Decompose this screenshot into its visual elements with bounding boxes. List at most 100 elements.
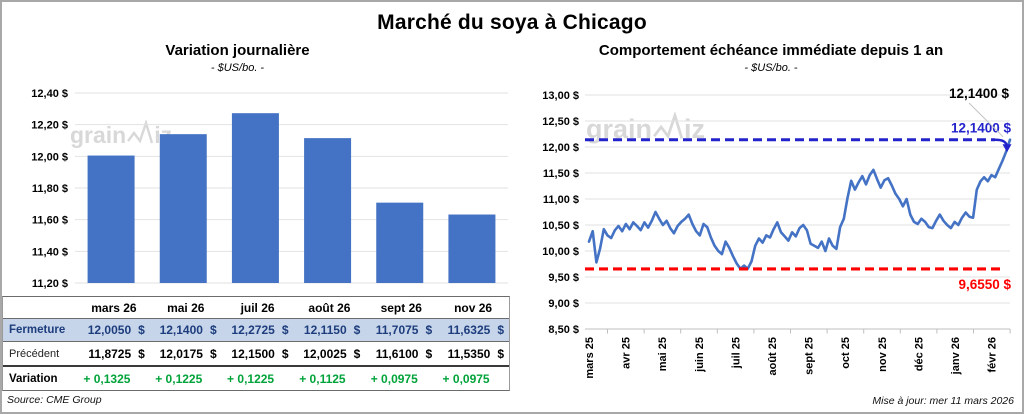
x-tick-label: janv 26 xyxy=(950,337,962,375)
x-tick-label: avr 25 xyxy=(621,337,633,369)
currency-symbol: $ xyxy=(281,323,289,337)
x-tick-label: août 25 xyxy=(767,337,779,376)
bar-mars 26 xyxy=(87,155,135,283)
table-cell: 12,1150 $ xyxy=(294,323,366,337)
cell-value: 11,7075 xyxy=(375,323,419,337)
table-cell: 11,8725 $ xyxy=(78,347,150,361)
table-cell: 12,0175 $ xyxy=(150,347,222,361)
y-tick-label: 11,40 $ xyxy=(32,246,68,258)
update-note: Mise à jour: mer 11 mars 2026 xyxy=(872,395,1014,407)
table-cell: 12,2725 $ xyxy=(222,323,294,337)
y-tick-label: 12,50 $ xyxy=(542,116,579,128)
bar-juil 26 xyxy=(231,113,279,283)
table-cell: + 0,1325 xyxy=(78,372,150,386)
cell-value: 12,1500 xyxy=(231,346,275,361)
x-tick-label: mars 25 xyxy=(584,337,596,379)
front-month-line-chart: 13,00 $ 12,50 $ 12,00 $ 11,50 $ 11,00 $ 10,50… xyxy=(542,86,1012,379)
arrow-icon xyxy=(1002,144,1012,153)
y-tick-label: 12,40 $ xyxy=(31,88,68,100)
y-tick-label: 13,00 $ xyxy=(542,90,579,102)
currency-symbol: $ xyxy=(425,323,433,337)
page-title: Marché du soya à Chicago xyxy=(377,11,647,34)
table-cell: 12,1500 $ xyxy=(222,347,294,361)
y-tick-label: 11,20 $ xyxy=(32,278,68,290)
x-tick-label: oct 25 xyxy=(840,337,852,369)
bar-nov 26 xyxy=(448,214,496,283)
cell-value: + 0,1125 xyxy=(299,371,346,386)
source-note: Source: CME Group xyxy=(7,394,102,406)
table-cell: + 0,0975 xyxy=(437,372,509,386)
x-tick-label: mai 25 xyxy=(657,337,669,371)
currency-symbol: $ xyxy=(353,323,361,337)
x-tick-label: juil 25 xyxy=(730,337,742,369)
line-chart-subtitle: - $US/bo. - xyxy=(744,62,798,74)
table-cell: 11,5350 $ xyxy=(437,347,509,361)
y-tick-label: 12,00 $ xyxy=(542,142,579,154)
table-cell: 12,0025 $ xyxy=(294,347,366,361)
cell-value: 12,1150 xyxy=(303,323,347,337)
currency-symbol: $ xyxy=(209,323,217,337)
bar-chart-subtitle: - $US/bo. - xyxy=(210,62,265,74)
cell-value: + 0,1225 xyxy=(155,371,203,386)
y-tick-label: 12,20 $ xyxy=(31,120,68,132)
currency-symbol: $ xyxy=(497,346,504,361)
currency-symbol: $ xyxy=(138,323,145,337)
table-cell: + 0,1125 xyxy=(294,372,366,386)
y-tick-label: 10,50 $ xyxy=(542,220,579,232)
column-header: juil 26 xyxy=(240,300,275,315)
daily-variation-bar-chart: 12,40 $ 12,20 $ 12,00 $ 11,80 $ 11,60 $ 11,40… xyxy=(31,88,508,290)
cell-value: + 0,1225 xyxy=(227,371,275,386)
cell-value: 11,6100 xyxy=(375,346,419,361)
y-tick-label: 9,00 $ xyxy=(548,298,579,310)
cell-value: 11,6325 xyxy=(447,323,491,337)
x-tick-label: juin 25 xyxy=(694,337,706,373)
high-ref-label: 12,1400 $ xyxy=(951,121,1012,136)
table-cell: 11,7075 $ xyxy=(365,323,437,337)
x-tick-label: déc 25 xyxy=(913,337,925,371)
cell-value: + 0,1325 xyxy=(83,371,131,386)
cell-value: + 0,0975 xyxy=(442,371,490,386)
y-tick-label: 10,00 $ xyxy=(542,246,579,258)
column-header: mai 26 xyxy=(167,300,205,315)
table-header-row: mars 26 mai 26 juil 26 août 26 sept 26 nov 26 xyxy=(3,297,509,318)
row-label: Variation xyxy=(9,372,58,385)
currency-symbol: $ xyxy=(425,346,433,361)
table-row-variation: Variation + 0,1325 + 0,1225 + 0,1225 + 0,112… xyxy=(3,365,509,390)
table-cell: 11,6325 $ xyxy=(437,323,509,337)
x-tick-label: sept 25 xyxy=(804,337,816,375)
table-cell: + 0,1225 xyxy=(150,372,222,386)
y-tick-label: 11,60 $ xyxy=(32,215,68,227)
y-tick-label: 12,00 $ xyxy=(31,151,68,163)
bar-sept 26 xyxy=(376,202,424,283)
grainwiz-watermark: grain iz xyxy=(586,112,705,143)
line-chart-title: Comportement échéance immédiate depuis 1… xyxy=(598,42,944,59)
y-tick-label: 11,80 $ xyxy=(32,183,68,195)
table-cell: + 0,0975 xyxy=(365,372,437,386)
column-header: août 26 xyxy=(308,300,351,315)
cell-value: 12,2725 xyxy=(231,323,275,337)
watermark-text: iz xyxy=(684,114,706,144)
y-tick-label: 8,50 $ xyxy=(548,324,579,336)
callout-leader-line xyxy=(968,102,1004,138)
table-cell: 12,0050 $ xyxy=(78,323,150,337)
bar-août 26 xyxy=(304,138,352,283)
currency-symbol: $ xyxy=(209,346,217,361)
row-label: Fermeture xyxy=(9,324,66,336)
table-cell: 12,1400 $ xyxy=(150,323,222,337)
last-price-callout: 12,1400 $ xyxy=(949,86,1010,101)
bar-mai 26 xyxy=(159,134,207,283)
column-header: nov 26 xyxy=(454,300,493,315)
futures-table: mars 26 mai 26 juil 26 août 26 sept 26 nov 26… xyxy=(2,296,510,391)
currency-symbol: $ xyxy=(138,346,145,361)
column-header: mars 26 xyxy=(91,300,137,315)
watermark-spike-icon xyxy=(127,120,154,144)
cell-value: 12,1400 xyxy=(159,323,203,337)
cell-value: + 0,0975 xyxy=(370,371,418,386)
column-header: sept 26 xyxy=(380,300,422,315)
table-row-close: Fermeture 12,0050 $ 12,1400 $12,2725 $12,1150… xyxy=(3,318,509,341)
cell-value: 11,5350 xyxy=(447,346,491,361)
currency-symbol: $ xyxy=(353,346,361,361)
x-tick-label: févr 26 xyxy=(987,337,999,372)
watermark-spike-icon xyxy=(653,112,684,140)
cell-value: 11,8725 xyxy=(88,346,132,361)
